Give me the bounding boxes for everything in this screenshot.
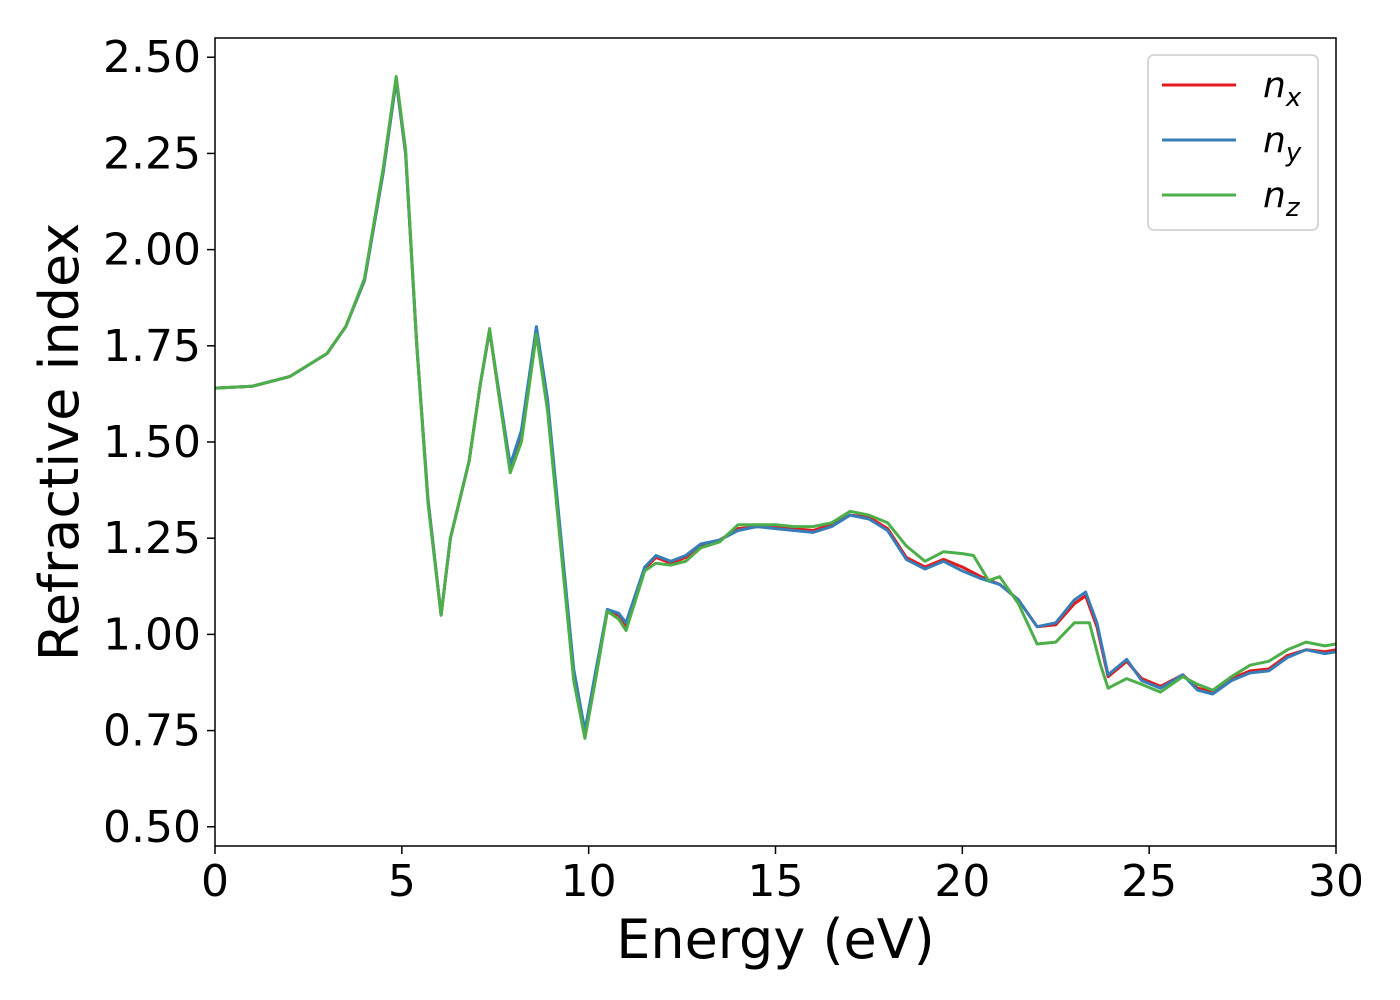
y-tick-label: 1.00 xyxy=(103,609,201,660)
y-axis: 0.50 0.75 1.00 1.25 1.50 1.75 2.00 2.25 2.50 xyxy=(103,32,215,853)
series-line-n_z xyxy=(215,75,1336,740)
x-tick-label: 10 xyxy=(561,856,617,907)
y-tick-label: 2.50 xyxy=(103,32,201,83)
legend-label-n_y: ny xyxy=(1263,120,1302,168)
legend-box xyxy=(1147,54,1319,231)
x-tick-label: 20 xyxy=(934,856,990,907)
series-layer xyxy=(215,75,1336,740)
x-tick-label: 30 xyxy=(1308,856,1364,907)
x-axis-title: Energy (eV) xyxy=(616,908,935,971)
x-tick-label: 15 xyxy=(748,856,804,907)
x-axis: 0 5 10 15 20 25 30 xyxy=(201,846,1364,907)
y-tick-label: 1.75 xyxy=(103,321,201,372)
y-tick-label: 0.75 xyxy=(103,706,201,757)
legend-label-n_z: nz xyxy=(1263,175,1301,223)
y-axis-title: Refractive index xyxy=(28,223,91,662)
y-tick-label: 0.50 xyxy=(103,802,201,853)
x-tick-label: 0 xyxy=(201,856,229,907)
x-tick-label: 5 xyxy=(388,856,416,907)
legend: nx ny nz xyxy=(1147,54,1319,231)
y-tick-label: 2.00 xyxy=(103,225,201,276)
legend-label-n_x: nx xyxy=(1263,65,1302,113)
y-tick-label: 1.50 xyxy=(103,417,201,468)
y-tick-label: 2.25 xyxy=(103,128,201,179)
y-tick-label: 1.25 xyxy=(103,513,201,564)
x-tick-label: 25 xyxy=(1121,856,1177,907)
